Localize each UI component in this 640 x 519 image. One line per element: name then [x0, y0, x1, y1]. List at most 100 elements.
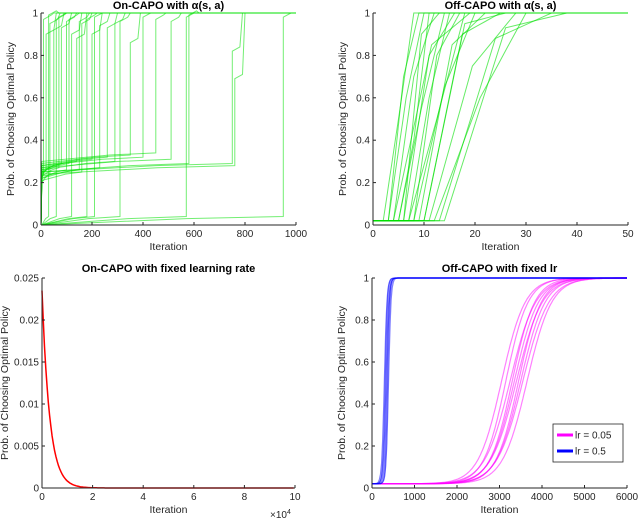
y-tick-label: 0.2: [24, 178, 38, 189]
series-line: [40, 12, 296, 226]
subplot-2: 0 10 20 30 40 50 0 0.2 0.4 0.6 0.8 1 Off-CAPO with α…: [337, 0, 634, 253]
y-tick-label: 0.6: [356, 93, 370, 104]
series-line: [373, 12, 628, 222]
series-group: [41, 290, 294, 489]
x-tick-label: 6000: [616, 492, 639, 503]
y-tick-label: 0.6: [355, 358, 369, 369]
x-tick-label: 800: [237, 229, 254, 240]
y-tick-label: 0.2: [356, 178, 370, 189]
series-line: [373, 12, 628, 222]
y-tick-label: 0: [364, 221, 370, 232]
series-line: [40, 12, 296, 226]
x-tick-label: 6: [191, 492, 197, 503]
x-tick-label: 4: [140, 492, 146, 503]
x-axis-label: Iteration: [482, 241, 520, 253]
x-axis-label: Iteration: [150, 504, 188, 516]
subplot-1: 0 200 400 600 800 1000 0 0.2 0.4 0.6 0.8 1 On-CAPO w…: [5, 0, 308, 253]
y-tick-label: 0.4: [24, 136, 38, 147]
x-tick-label: 0: [370, 229, 376, 240]
series-line: [373, 12, 628, 222]
series-line-lr05: [372, 277, 627, 485]
y-axis-label: Prob. of Choosing Optimal Policy: [0, 305, 11, 460]
legend-label: lr = 0.5: [575, 447, 606, 458]
x-tick-label: 40: [571, 229, 583, 240]
series-line: [373, 12, 628, 222]
x-tick-label: 0: [38, 229, 44, 240]
series-line: [41, 290, 294, 489]
x-tick-label: 1000: [403, 492, 426, 503]
y-tick-label: 0: [33, 484, 39, 495]
series-line: [373, 12, 628, 222]
series-line: [373, 12, 628, 222]
y-tick-label: 0.4: [356, 136, 370, 147]
x-tick-label: 5000: [573, 492, 596, 503]
x-tick-label: 600: [186, 229, 203, 240]
y-tick-label: 0: [363, 484, 369, 495]
series-line: [40, 12, 296, 226]
x-axis-label: Iteration: [481, 504, 519, 516]
x-tick-label: 1000: [285, 229, 308, 240]
series-line: [41, 12, 296, 226]
y-tick-label: 0.01: [20, 400, 40, 411]
y-tick-label: 0.8: [356, 51, 370, 62]
x-exponent-power: 4: [287, 509, 291, 516]
series-line: [373, 12, 628, 222]
x-tick-label: 400: [135, 229, 152, 240]
y-axis-label: Prob. of Choosing Optimal Policy: [336, 305, 348, 460]
subplot-3: 0 2 4 6 8 10 0 0.005 0.01 0.015 0.02 0.025 On-CAPO w…: [0, 263, 301, 519]
x-tick-label: 10: [418, 229, 430, 240]
x-tick-label: 30: [520, 229, 532, 240]
series-line: [40, 12, 296, 226]
x-tick-label: 8: [242, 492, 248, 503]
y-tick-label: 1: [363, 274, 369, 285]
y-tick-label: 0.8: [24, 51, 38, 62]
y-tick-label: 0.025: [14, 274, 39, 285]
series-line: [373, 12, 628, 222]
series-line: [373, 12, 628, 222]
y-tick-label: 0.4: [355, 400, 369, 411]
y-tick-label: 1: [364, 9, 370, 20]
x-tick-label: 50: [622, 229, 634, 240]
chart-title: Off-CAPO with fixed lr: [442, 263, 558, 275]
x-tick-label: 3000: [488, 492, 511, 503]
x-axis-label: Iteration: [150, 241, 188, 253]
y-axis-label: Prob. of Choosing Optimal Policy: [337, 41, 349, 196]
y-tick-label: 0.6: [24, 93, 38, 104]
x-tick-label: 0: [369, 492, 375, 503]
y-tick-label: 0.02: [20, 316, 40, 327]
series-line: [373, 12, 628, 222]
chart-title: On-CAPO with fixed learning rate: [82, 263, 256, 275]
y-tick-label: 0.005: [14, 442, 39, 453]
legend-label: lr = 0.05: [575, 431, 612, 442]
series-line: [373, 12, 628, 222]
series-line: [373, 12, 628, 222]
series-line: [41, 10, 296, 226]
series-group: [40, 10, 296, 226]
y-tick-label: 1: [32, 9, 38, 20]
subplot-4: 0 1000 2000 3000 4000 5000 6000 0 0.2 0.4 0.6 0.8 1 O…: [336, 263, 639, 516]
series-group: [372, 277, 627, 485]
chart-title: Off-CAPO with α(s, a): [445, 0, 557, 12]
x-tick-label: 2: [90, 492, 96, 503]
series-line: [40, 12, 296, 226]
x-tick-label: 2000: [446, 492, 469, 503]
x-tick-label: 4000: [531, 492, 554, 503]
series-line: [40, 12, 296, 226]
series-group: [373, 12, 628, 222]
series-line: [40, 12, 296, 226]
y-axis-label: Prob. of Choosing Optimal Policy: [5, 41, 17, 196]
x-exponent: ×104: [270, 509, 291, 519]
series-line: [373, 12, 628, 222]
x-tick-label: 10: [289, 492, 301, 503]
series-line: [40, 12, 296, 226]
series-line: [41, 12, 296, 226]
series-line: [373, 12, 628, 222]
series-line: [373, 12, 628, 222]
series-line: [40, 10, 296, 226]
x-tick-label: 20: [469, 229, 481, 240]
series-line: [40, 12, 296, 226]
series-line: [40, 12, 296, 226]
y-tick-label: 0.8: [355, 316, 369, 327]
y-tick-label: 0: [32, 221, 38, 232]
